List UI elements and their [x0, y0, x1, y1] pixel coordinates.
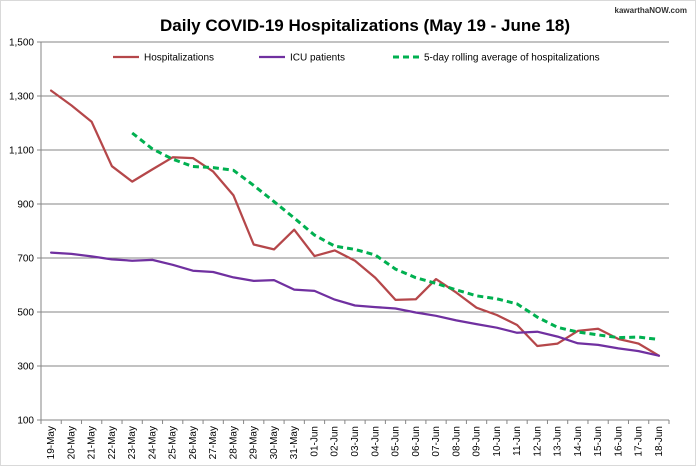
y-axis-ticks: 100 300 500 700 900 1,100 1,300 1,500 [9, 38, 41, 427]
y-tick-label-900: 900 [17, 200, 34, 211]
x-tick-label-14-Jun: 14-Jun [573, 426, 584, 457]
x-tick-label-27-May: 27-May [208, 426, 219, 459]
x-tick-label-01-Jun: 01-Jun [309, 426, 320, 457]
y-tick-label-300: 300 [17, 362, 34, 373]
y-tick-label-500: 500 [17, 308, 34, 319]
y-tick-label-100: 100 [17, 416, 34, 427]
x-tick-label-12-Jun: 12-Jun [532, 426, 543, 457]
x-tick-label-18-Jun: 18-Jun [654, 426, 665, 457]
legend-label-1: ICU patients [290, 53, 345, 64]
series-line-0 [49, 89, 661, 357]
x-tick-label-25-May: 25-May [168, 426, 179, 459]
x-tick-label-29-May: 29-May [249, 426, 260, 459]
brand-label: kawarthaNOW.com [615, 6, 687, 15]
x-tick-label-06-Jun: 06-Jun [411, 426, 422, 457]
x-tick-label-16-Jun: 16-Jun [613, 426, 624, 457]
legend-label-0: Hospitalizations [144, 53, 214, 64]
y-tick-label-1300: 1,300 [9, 92, 34, 103]
x-tick-label-07-Jun: 07-Jun [431, 426, 442, 457]
x-tick-label-03-Jun: 03-Jun [350, 426, 361, 457]
x-tick-label-02-Jun: 02-Jun [330, 426, 341, 457]
series-line-2 [131, 131, 660, 341]
series-line-1 [49, 251, 661, 357]
x-tick-label-17-Jun: 17-Jun [634, 426, 645, 457]
x-tick-label-20-May: 20-May [66, 426, 77, 459]
y-tick-label-700: 700 [17, 254, 34, 265]
x-axis-ticks: 19-May 20-May 21-May 22-May 23-May 24-May 25-M… [40, 420, 670, 459]
chart-title: Daily COVID-19 Hospitalizations (May 19 … [160, 16, 570, 35]
x-tick-label-30-May: 30-May [269, 426, 280, 459]
x-tick-label-26-May: 26-May [188, 426, 199, 459]
series-lines [49, 89, 661, 357]
y-tick-label-1500: 1,500 [9, 38, 34, 49]
x-tick-label-31-May: 31-May [289, 426, 300, 459]
x-tick-label-13-Jun: 13-Jun [553, 426, 564, 457]
x-tick-label-04-Jun: 04-Jun [370, 426, 381, 457]
x-tick-label-24-May: 24-May [147, 426, 158, 459]
x-tick-label-21-May: 21-May [87, 426, 98, 459]
x-tick-label-10-Jun: 10-Jun [492, 426, 503, 457]
gridlines [41, 41, 669, 367]
x-tick-label-11-Jun: 11-Jun [512, 426, 523, 456]
x-tick-label-15-Jun: 15-Jun [593, 426, 604, 457]
axes [40, 42, 669, 421]
x-tick-label-22-May: 22-May [107, 426, 118, 459]
x-tick-label-19-May: 19-May [46, 426, 57, 459]
legend-label-2: 5-day rolling average of hospitalization… [424, 53, 600, 64]
x-tick-label-05-Jun: 05-Jun [391, 426, 402, 457]
legend: Hospitalizations ICU patients 5-day rollin… [113, 53, 600, 64]
x-tick-label-28-May: 28-May [228, 426, 239, 459]
y-tick-label-1100: 1,100 [9, 146, 34, 157]
x-tick-label-23-May: 23-May [127, 426, 138, 459]
x-tick-label-09-Jun: 09-Jun [472, 426, 483, 457]
x-tick-label-08-Jun: 08-Jun [451, 426, 462, 457]
